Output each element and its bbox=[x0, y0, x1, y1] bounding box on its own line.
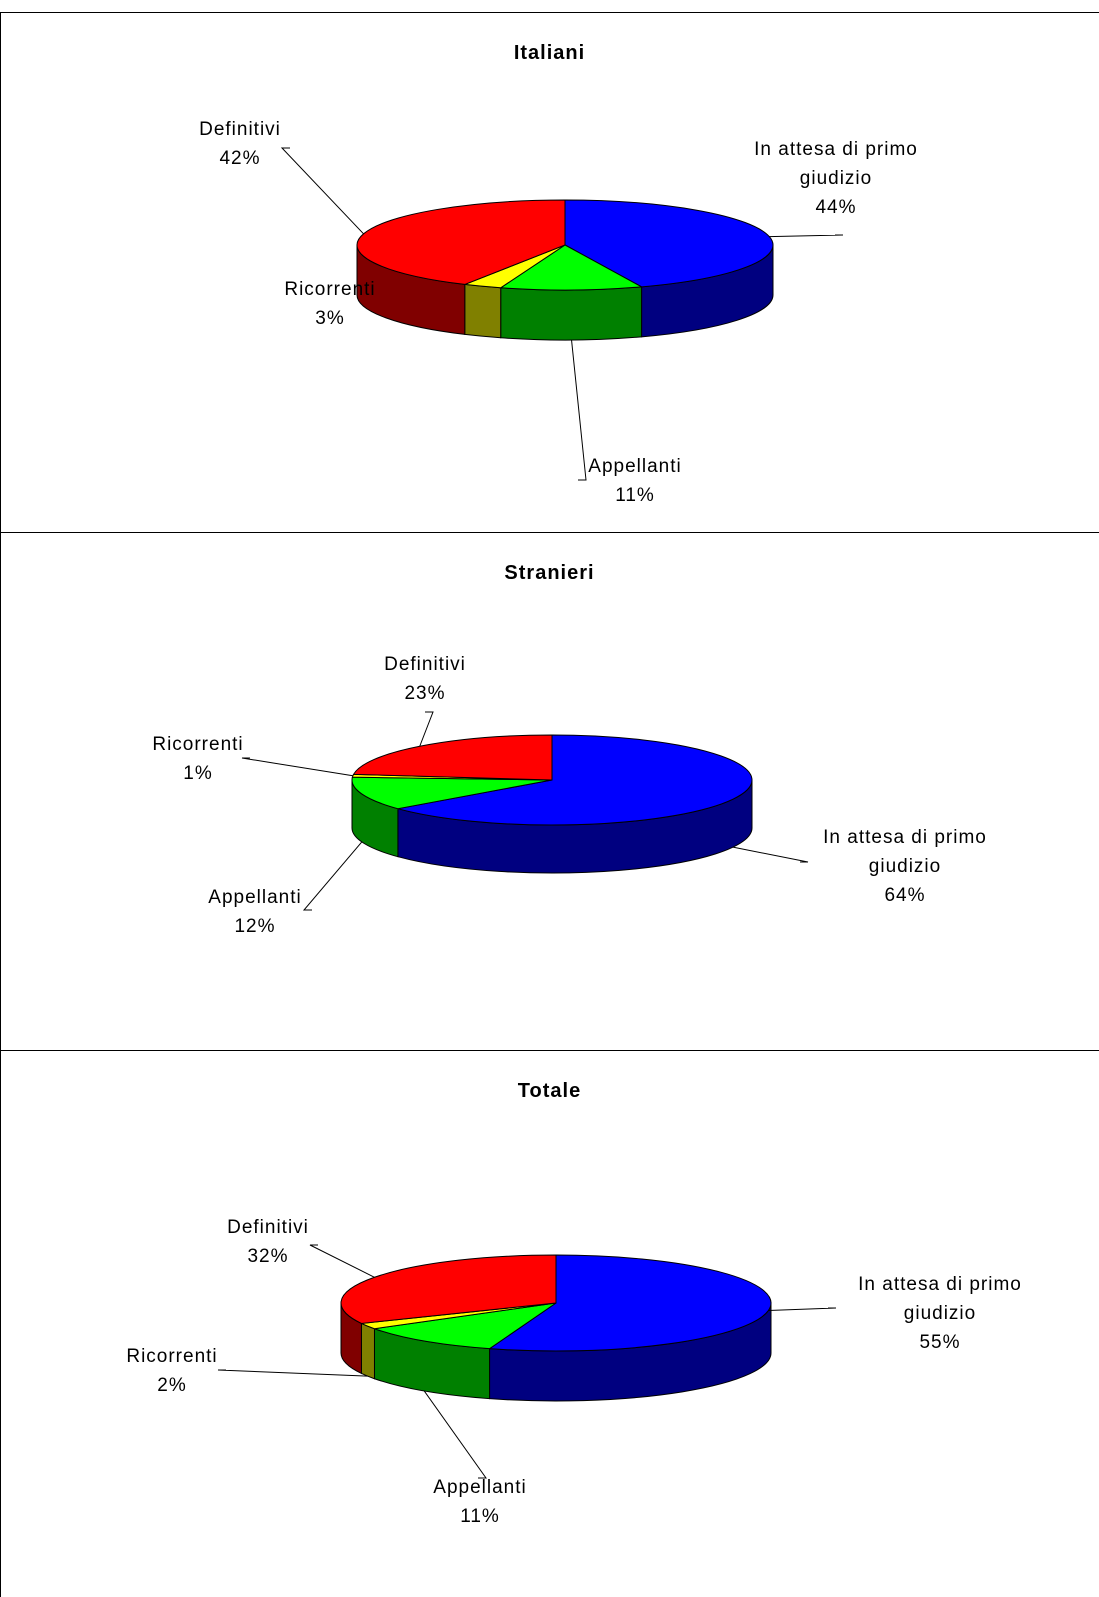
label-text: 1% bbox=[183, 763, 213, 784]
label-text: 42% bbox=[219, 148, 261, 169]
panel-border bbox=[0, 1050, 1099, 1597]
label-text: 23% bbox=[404, 683, 446, 704]
label-text: 32% bbox=[247, 1246, 289, 1267]
slice-label: In attesa di primo giudizio 55% bbox=[835, 1270, 1045, 1357]
slice-label: Ricorrenti 3% bbox=[225, 275, 435, 333]
label-text: In attesa di primo giudizio bbox=[754, 139, 918, 189]
pie-slice bbox=[374, 1302, 557, 1350]
slice-label: Appellanti 12% bbox=[150, 883, 360, 941]
label-text: Appellanti bbox=[433, 1477, 527, 1498]
leader-line bbox=[732, 846, 809, 863]
slice-label: Appellanti 11% bbox=[375, 1473, 585, 1531]
label-text: Ricorrenti bbox=[152, 734, 244, 755]
chart-title: Italiani bbox=[513, 42, 586, 64]
leader-line bbox=[768, 1307, 837, 1312]
label-text: 11% bbox=[615, 485, 655, 506]
leader-line bbox=[419, 711, 434, 747]
label-text: 55% bbox=[919, 1332, 961, 1353]
leader-line bbox=[280, 147, 364, 235]
label-text: In attesa di primo giudizio bbox=[823, 827, 987, 877]
leader-line bbox=[769, 234, 844, 238]
label-text: 11% bbox=[460, 1506, 500, 1527]
slice-side bbox=[464, 283, 502, 339]
leader-line bbox=[571, 339, 587, 481]
label-text: Appellanti bbox=[208, 887, 302, 908]
label-text: Definitivi bbox=[227, 1217, 309, 1238]
pie-slice bbox=[499, 244, 644, 291]
label-text: 2% bbox=[157, 1375, 187, 1396]
chart-title: Stranieri bbox=[504, 562, 595, 584]
slice-label: Definitivi 32% bbox=[163, 1213, 373, 1271]
pie-slice bbox=[397, 734, 753, 826]
label-text: Ricorrenti bbox=[126, 1346, 218, 1367]
leader-line bbox=[217, 1369, 368, 1377]
leader-line bbox=[309, 1244, 375, 1278]
leader-line bbox=[302, 841, 363, 911]
label-text: 12% bbox=[234, 916, 276, 937]
label-text: Definitivi bbox=[384, 654, 466, 675]
label-text: 3% bbox=[315, 308, 345, 329]
slice-label: Ricorrenti 1% bbox=[93, 730, 303, 788]
label-text: Definitivi bbox=[199, 119, 281, 140]
slice-label: In attesa di primo giudizio 44% bbox=[731, 135, 941, 222]
label-text: In attesa di primo giudizio bbox=[858, 1274, 1022, 1324]
slice-side bbox=[360, 1322, 375, 1380]
slice-label: Definitivi 23% bbox=[320, 650, 530, 708]
leader-line bbox=[241, 757, 353, 777]
pie-slice bbox=[352, 734, 553, 781]
label-text: Ricorrenti bbox=[284, 279, 376, 300]
label-text: Appellanti bbox=[588, 456, 682, 477]
slice-label: Ricorrenti 2% bbox=[67, 1342, 277, 1400]
label-text: 64% bbox=[884, 885, 926, 906]
slice-label: Definitivi 42% bbox=[135, 115, 345, 173]
slice-label: In attesa di primo giudizio 64% bbox=[800, 823, 1010, 910]
label-text: 44% bbox=[815, 197, 857, 218]
pie-slice bbox=[488, 1254, 772, 1352]
leader-line bbox=[423, 1390, 487, 1479]
slice-label: Appellanti 11% bbox=[530, 452, 740, 510]
chart-title: Totale bbox=[517, 1080, 582, 1102]
slice-side bbox=[500, 286, 643, 341]
pie-slice bbox=[351, 776, 553, 810]
